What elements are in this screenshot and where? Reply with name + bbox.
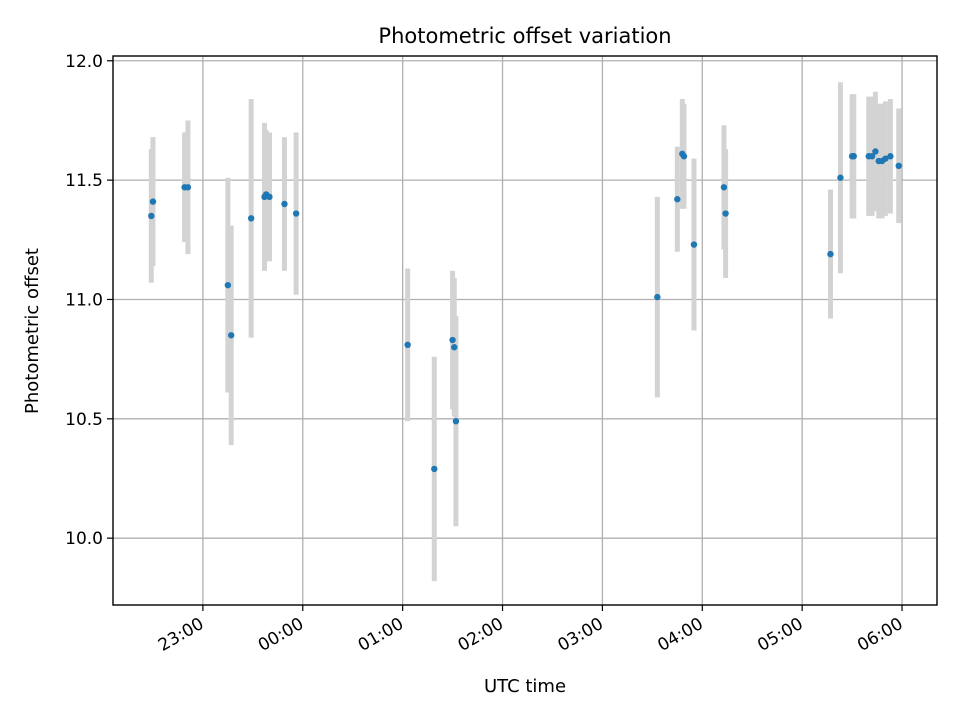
data-point bbox=[452, 418, 460, 425]
plot-frame bbox=[112, 55, 938, 606]
data-point bbox=[654, 293, 661, 301]
data-point bbox=[449, 336, 456, 344]
x-tick-label: 01:00 bbox=[355, 614, 407, 656]
y-tick-label: 11.0 bbox=[65, 290, 103, 310]
errorbar-layer bbox=[148, 82, 902, 582]
y-tick-label: 12.0 bbox=[65, 52, 103, 72]
x-tick-label: 04:00 bbox=[654, 614, 706, 656]
data-point bbox=[882, 155, 889, 162]
x-tick-label: 03:00 bbox=[554, 614, 606, 656]
data-point bbox=[149, 198, 157, 205]
data-point bbox=[722, 210, 729, 217]
x-tick-label: 02:00 bbox=[455, 614, 507, 656]
data-point bbox=[827, 250, 834, 258]
point-layer bbox=[148, 148, 902, 473]
data-point bbox=[227, 332, 235, 339]
data-point bbox=[887, 153, 894, 160]
data-point bbox=[720, 184, 728, 191]
data-point bbox=[868, 153, 876, 160]
data-point bbox=[872, 148, 879, 155]
x-tick-label: 00:00 bbox=[255, 614, 307, 656]
x-tick-label: 05:00 bbox=[754, 614, 806, 656]
data-point bbox=[431, 465, 438, 473]
data-point bbox=[680, 153, 688, 160]
chart-title: Photometric offset variation bbox=[378, 24, 671, 48]
y-tick-label: 10.0 bbox=[65, 529, 103, 549]
x-tick-label: 06:00 bbox=[854, 614, 906, 656]
tick-layer: 23:00 00:00 01:00 02:00 03:00 04:00 05:00 06:00… bbox=[65, 52, 906, 656]
data-point bbox=[292, 210, 300, 217]
data-point bbox=[266, 193, 273, 201]
data-point bbox=[451, 344, 458, 351]
data-point bbox=[850, 153, 857, 160]
data-point bbox=[184, 184, 192, 191]
data-point bbox=[247, 215, 255, 222]
data-point bbox=[281, 200, 288, 208]
data-point bbox=[148, 212, 155, 220]
x-axis-label: UTC time bbox=[484, 676, 566, 697]
data-point bbox=[837, 174, 844, 181]
data-point bbox=[895, 162, 902, 169]
x-tick-label: 23:00 bbox=[155, 614, 207, 656]
y-tick-label: 11.5 bbox=[65, 171, 103, 191]
data-point bbox=[690, 241, 698, 248]
data-point bbox=[404, 341, 411, 349]
y-tick-label: 10.5 bbox=[65, 410, 103, 430]
y-axis-label: Photometric offset bbox=[22, 248, 43, 414]
grid-layer bbox=[113, 56, 937, 605]
data-point bbox=[224, 281, 232, 289]
data-point bbox=[674, 196, 681, 203]
